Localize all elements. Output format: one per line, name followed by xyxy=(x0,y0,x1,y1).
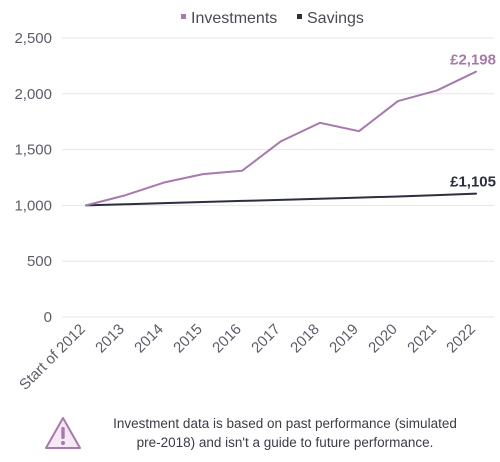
legend-label-savings: Savings xyxy=(307,10,364,27)
x-tick-label: 2013 xyxy=(92,321,128,357)
x-tick-label: 2019 xyxy=(326,321,362,357)
y-tick-label: 1,500 xyxy=(14,142,52,159)
line-chart: Investments Savings 2,500 2,000 1,500 1,000 5… xyxy=(14,10,496,394)
x-axis-ticks: Start of 2012 2013 2014 2015 2016 2017 2018 201… xyxy=(16,321,479,394)
y-tick-label: 2,000 xyxy=(14,86,52,103)
y-axis-ticks: 2,500 2,000 1,500 1,000 500 0 xyxy=(14,30,52,326)
disclaimer-line-2: pre-2018) and isn't a guide to future pe… xyxy=(136,435,434,450)
y-tick-label: 0 xyxy=(44,309,52,326)
x-tick-label: 2014 xyxy=(131,321,167,357)
series-line-investments xyxy=(85,70,477,207)
x-tick-label: 2018 xyxy=(287,321,323,357)
x-tick-label: 2016 xyxy=(209,321,245,357)
disclaimer-text: Investment data is based on past perform… xyxy=(86,414,484,452)
y-tick-label: 2,500 xyxy=(14,30,52,47)
x-tick-label: 2015 xyxy=(170,321,206,357)
x-tick-label: Start of 2012 xyxy=(16,321,89,394)
x-tick-label: 2022 xyxy=(443,321,479,357)
gridlines xyxy=(62,37,494,318)
x-tick-label: 2021 xyxy=(404,321,440,357)
warning-triangle-icon xyxy=(45,417,81,449)
end-label-investments: £2,198 xyxy=(450,52,496,69)
y-tick-label: 500 xyxy=(27,253,52,270)
legend-swatch-investments xyxy=(181,14,186,19)
end-labels: £1,105 £2,198 xyxy=(450,52,496,191)
chart-legend: Investments Savings xyxy=(181,10,364,27)
series-line-savings xyxy=(85,192,477,207)
disclaimer-line-1: Investment data is based on past perform… xyxy=(113,416,457,431)
series-lines xyxy=(85,70,477,207)
y-tick-label: 1,000 xyxy=(14,197,52,214)
legend-label-investments: Investments xyxy=(191,10,277,27)
x-tick-label: 2017 xyxy=(248,321,284,357)
disclaimer: Investment data is based on past perform… xyxy=(44,414,484,452)
end-label-savings: £1,105 xyxy=(450,174,496,191)
x-tick-label: 2020 xyxy=(365,321,401,357)
legend-swatch-savings xyxy=(297,14,302,19)
